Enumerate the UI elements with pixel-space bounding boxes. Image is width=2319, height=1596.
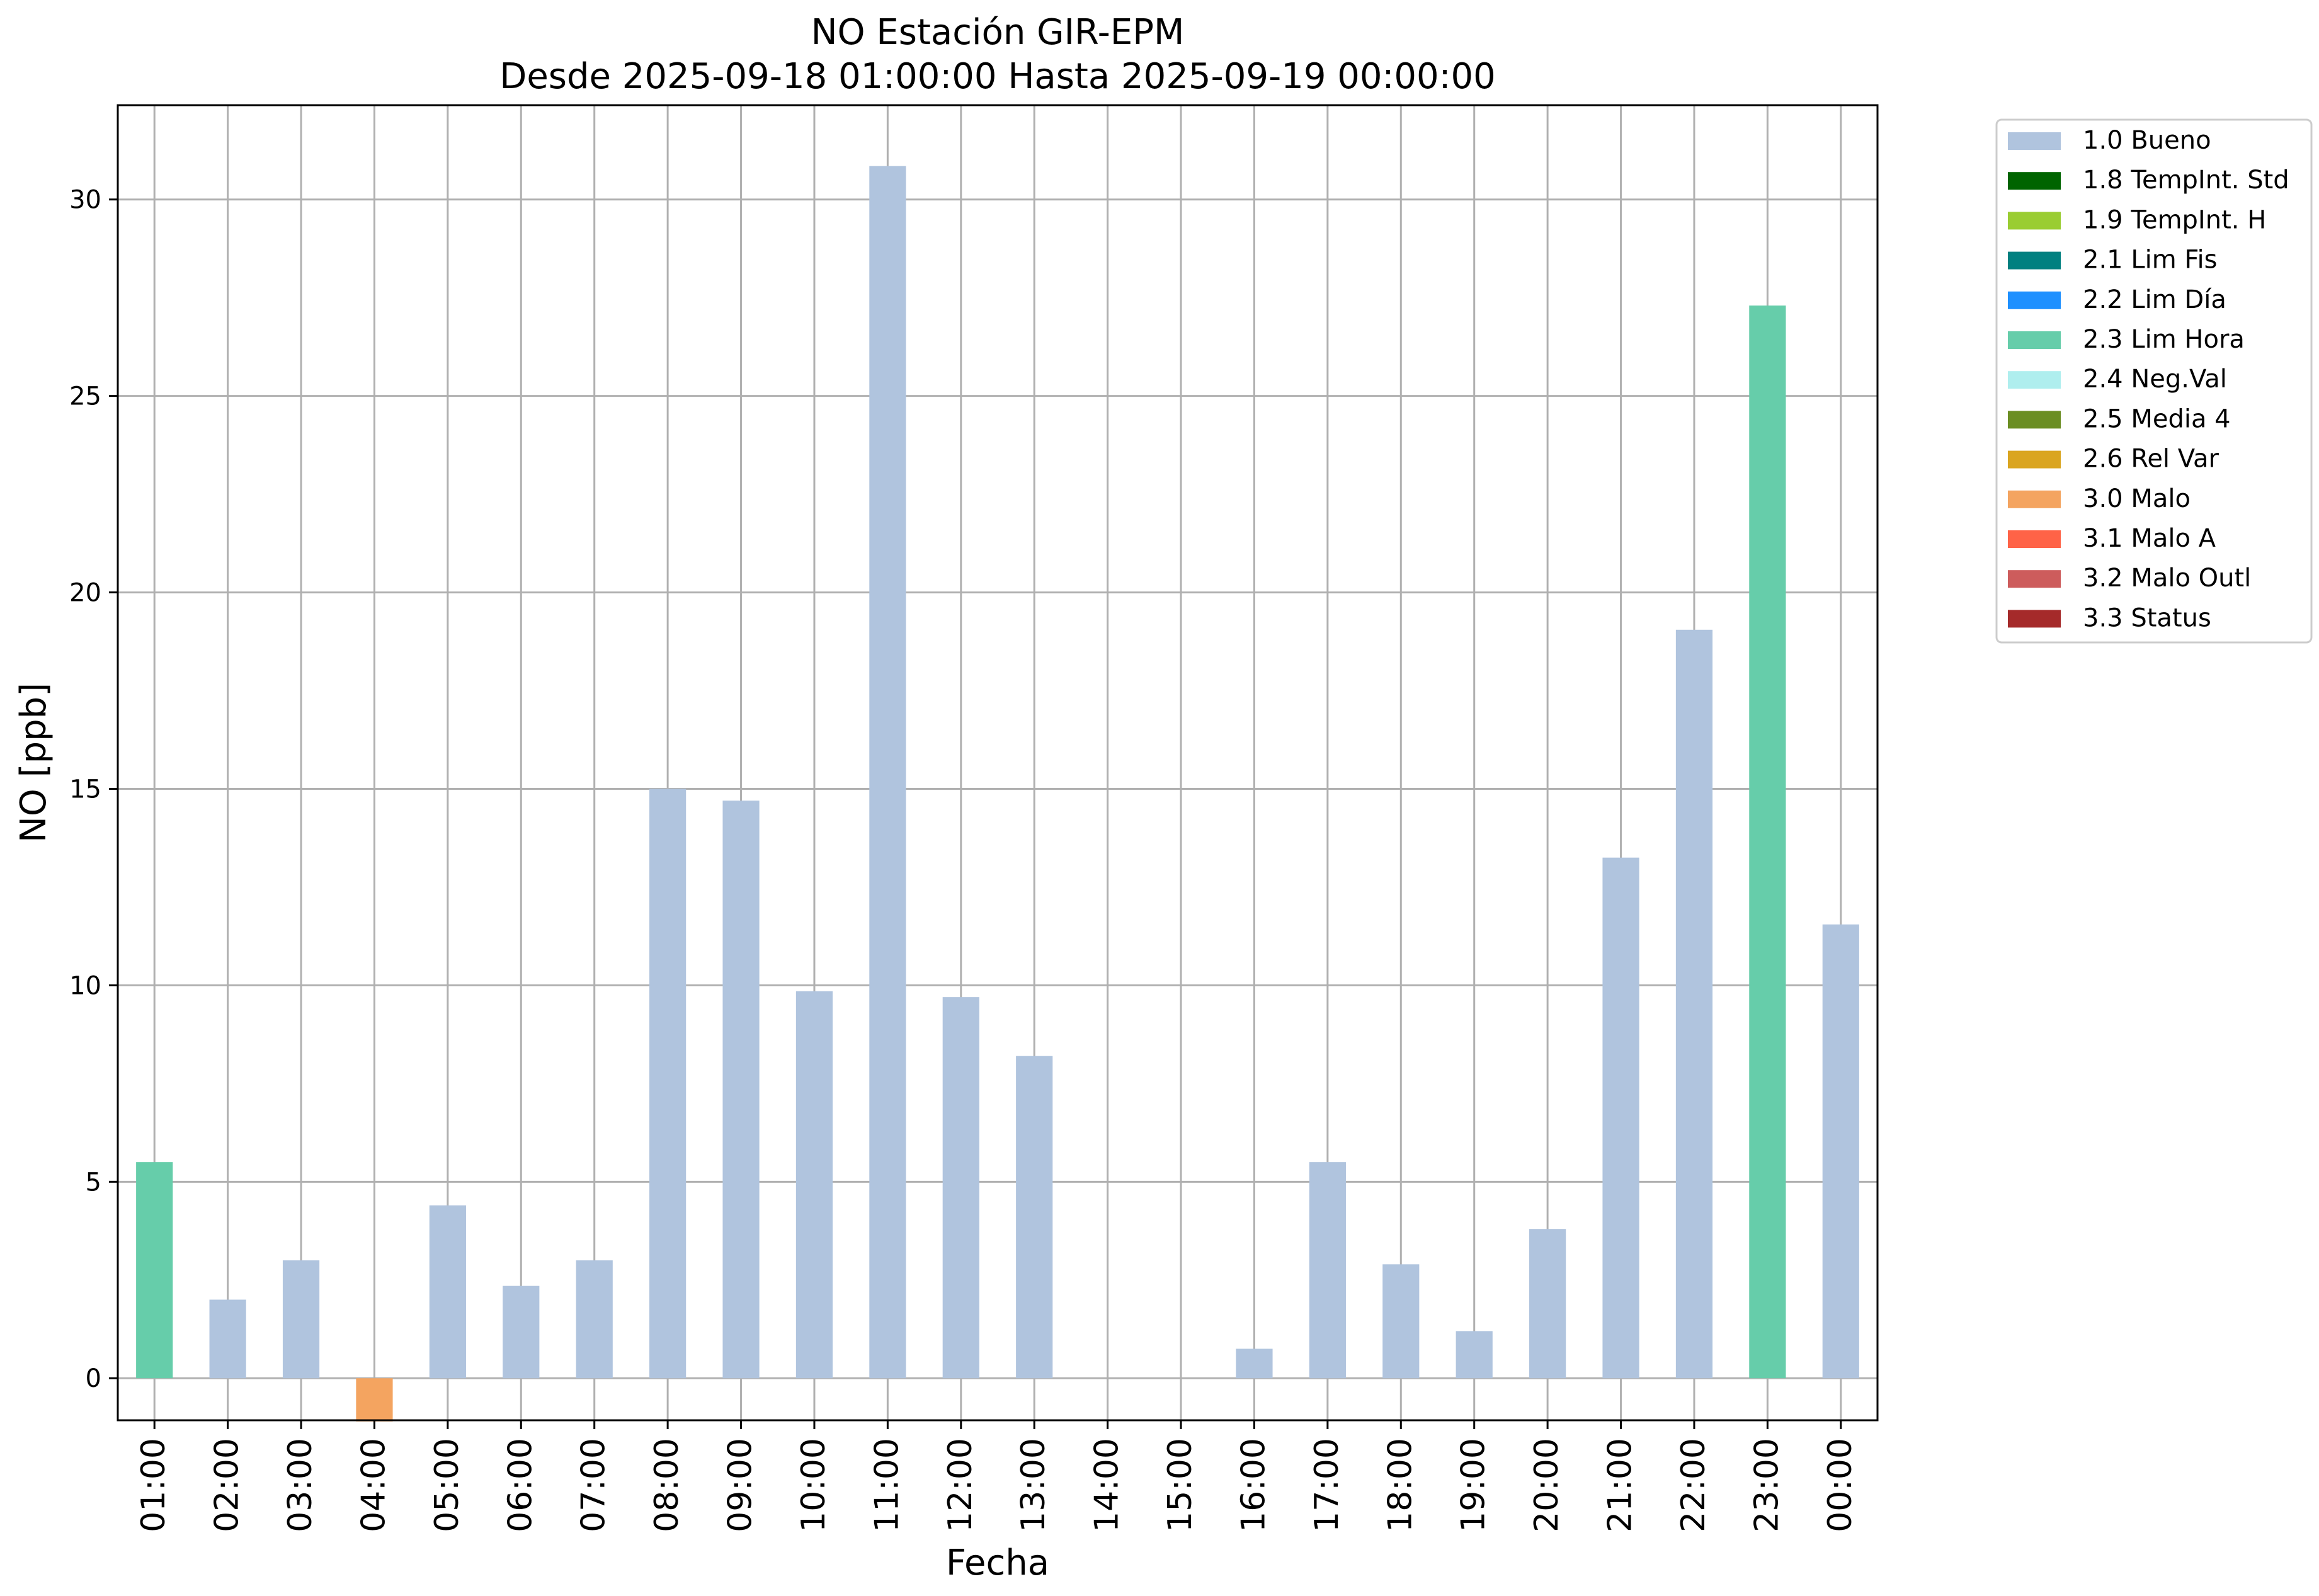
x-tick-label: 15:00 [1161,1438,1199,1532]
legend-swatch [2008,212,2061,230]
bar [1309,1162,1346,1379]
bar [209,1299,246,1379]
x-tick-label: 10:00 [795,1438,833,1532]
legend-swatch [2008,251,2061,270]
bar [869,166,906,1379]
legend-swatch [2008,610,2061,628]
legend-swatch [2008,411,2061,429]
bar [1749,305,1786,1379]
legend-label: 2.1 Lim Fis [2083,246,2217,275]
legend-swatch [2008,331,2061,349]
bar [429,1205,466,1379]
y-tick-label: 10 [69,971,101,1000]
legend-label: 3.0 Malo [2083,484,2191,513]
legend-label: 1.9 TempInt. H [2083,205,2266,234]
legend-swatch [2008,490,2061,508]
x-tick-label: 09:00 [722,1438,760,1532]
legend-swatch [2008,291,2061,309]
plot-frame [117,104,1879,1422]
legend-label: 2.5 Media 4 [2083,404,2231,433]
x-tick-label: 01:00 [135,1438,173,1532]
x-tick-label: 06:00 [501,1438,539,1532]
legend-label: 3.3 Status [2083,603,2211,632]
bar [1382,1264,1420,1379]
x-tick-label: 16:00 [1234,1438,1272,1532]
legend-label: 1.0 Bueno [2083,126,2211,155]
legend-swatch [2008,132,2061,150]
x-tick-label: 08:00 [648,1438,686,1532]
bar [795,991,833,1379]
legend-label: 3.1 Malo A [2083,524,2216,553]
bar [136,1162,173,1379]
legend-frame [1995,118,2313,644]
x-tick-label: 13:00 [1015,1438,1052,1532]
bar [1602,857,1639,1379]
y-tick-label: 0 [86,1364,101,1393]
bar [649,789,687,1379]
y-tick-label: 15 [69,775,101,804]
x-axis-label: Fecha [946,1542,1049,1583]
bar [1016,1056,1053,1379]
x-tick-label: 20:00 [1528,1438,1566,1532]
x-tick-label: 22:00 [1675,1438,1712,1532]
bar [1529,1229,1566,1379]
legend-label: 2.2 Lim Día [2083,285,2226,314]
x-tick-label: 02:00 [208,1438,246,1532]
bar [722,801,760,1379]
x-tick-label: 17:00 [1308,1438,1346,1532]
legend-swatch [2008,371,2061,389]
x-tick-label: 03:00 [282,1438,319,1532]
chart-title: NO Estación GIR-EPM [811,12,1185,53]
bar [576,1260,613,1379]
x-axis: 01:00 02:00 03:00 04:00 05:00 06:00 07:00 08:00… [135,1420,1859,1532]
legend-label: 3.2 Malo Outl [2083,564,2251,593]
x-tick-label: 21:00 [1602,1438,1639,1532]
bar [1675,629,1713,1379]
chart-subtitle: Desde 2025-09-18 01:00:00 Hasta 2025-09-… [499,56,1496,97]
x-tick-label: 07:00 [575,1438,613,1532]
y-axis-label: NO [ppb] [13,683,54,843]
y-tick-label: 30 [69,186,101,215]
legend: 1.0 Bueno 1.8 TempInt. Std 1.9 TempInt. H 2… [1995,118,2313,644]
bars [136,166,1859,1422]
bar [503,1285,540,1379]
bar [1236,1348,1273,1379]
legend-label: 1.8 TempInt. Std [2083,166,2289,195]
bar [1822,924,1859,1379]
legend-swatch [2008,172,2061,190]
legend-swatch [2008,570,2061,588]
x-tick-label: 05:00 [428,1438,466,1532]
y-tick-label: 5 [86,1168,101,1197]
x-tick-label: 18:00 [1381,1438,1419,1532]
bar [356,1378,393,1422]
x-tick-label: 04:00 [355,1438,392,1532]
y-tick-label: 20 [69,579,101,608]
x-tick-label: 12:00 [942,1438,979,1532]
legend-label: 2.4 Neg.Val [2083,365,2227,394]
x-tick-label: 14:00 [1088,1438,1126,1532]
y-tick-label: 25 [69,382,101,411]
y-axis: 0 5 10 15 20 25 30 [69,186,118,1393]
legend-label: 2.3 Lim Hora [2083,325,2245,354]
x-tick-label: 19:00 [1455,1438,1493,1532]
legend-swatch [2008,450,2061,469]
x-tick-label: 00:00 [1821,1438,1859,1532]
x-tick-label: 11:00 [868,1438,906,1532]
bar [942,997,979,1379]
bar [282,1260,320,1379]
legend-swatch [2008,530,2061,548]
x-tick-label: 23:00 [1748,1438,1786,1532]
legend-label: 2.6 Rel Var [2083,445,2219,474]
bar [1456,1331,1493,1379]
